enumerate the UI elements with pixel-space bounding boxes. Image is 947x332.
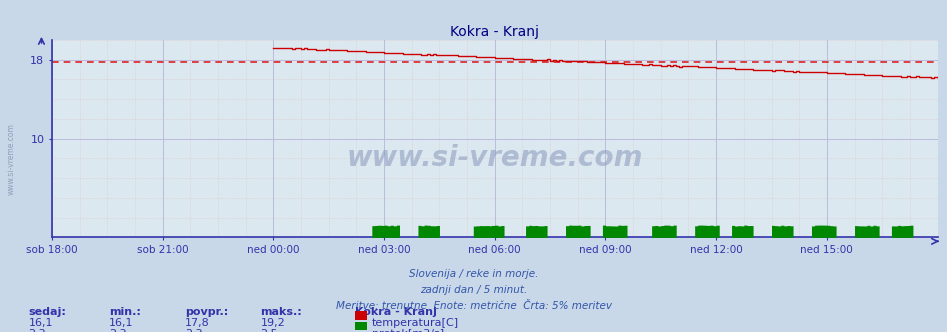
Text: Kokra - Kranj: Kokra - Kranj bbox=[355, 307, 437, 317]
Text: 16,1: 16,1 bbox=[109, 318, 134, 328]
Text: www.si-vreme.com: www.si-vreme.com bbox=[7, 124, 16, 195]
Text: 17,8: 17,8 bbox=[185, 318, 209, 328]
Title: Kokra - Kranj: Kokra - Kranj bbox=[451, 25, 539, 39]
Text: sedaj:: sedaj: bbox=[28, 307, 66, 317]
Text: 16,1: 16,1 bbox=[28, 318, 53, 328]
Text: 2,5: 2,5 bbox=[260, 329, 278, 332]
Text: zadnji dan / 5 minut.: zadnji dan / 5 minut. bbox=[420, 285, 527, 295]
Text: www.si-vreme.com: www.si-vreme.com bbox=[347, 144, 643, 172]
Text: 19,2: 19,2 bbox=[260, 318, 285, 328]
Text: pretok[m3/s]: pretok[m3/s] bbox=[372, 329, 444, 332]
Text: Meritve: trenutne  Enote: metrične  Črta: 5% meritev: Meritve: trenutne Enote: metrične Črta: … bbox=[335, 301, 612, 311]
Text: 2,3: 2,3 bbox=[185, 329, 203, 332]
Text: povpr.:: povpr.: bbox=[185, 307, 228, 317]
Text: temperatura[C]: temperatura[C] bbox=[372, 318, 459, 328]
Text: 2,3: 2,3 bbox=[109, 329, 127, 332]
Text: Slovenija / reke in morje.: Slovenija / reke in morje. bbox=[409, 269, 538, 279]
Text: 2,3: 2,3 bbox=[28, 329, 46, 332]
Text: min.:: min.: bbox=[109, 307, 141, 317]
Text: maks.:: maks.: bbox=[260, 307, 302, 317]
